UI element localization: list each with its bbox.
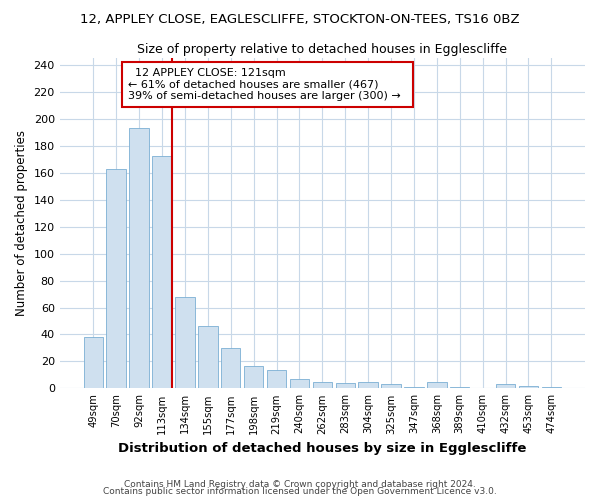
Text: 12, APPLEY CLOSE, EAGLESCLIFFE, STOCKTON-ON-TEES, TS16 0BZ: 12, APPLEY CLOSE, EAGLESCLIFFE, STOCKTON… [80, 12, 520, 26]
Text: Contains public sector information licensed under the Open Government Licence v3: Contains public sector information licen… [103, 487, 497, 496]
Bar [358, 382, 378, 388]
Bar [404, 387, 424, 388]
Bar [496, 384, 515, 388]
Bar [267, 370, 286, 388]
Bar [130, 128, 149, 388]
Bar [152, 156, 172, 388]
Bar [244, 366, 263, 388]
Bar [175, 296, 194, 388]
Bar [221, 348, 241, 389]
Bar [313, 382, 332, 388]
Bar [519, 386, 538, 388]
Bar [382, 384, 401, 388]
Bar [542, 387, 561, 388]
Bar [335, 383, 355, 388]
Bar [198, 326, 218, 388]
X-axis label: Distribution of detached houses by size in Egglescliffe: Distribution of detached houses by size … [118, 442, 527, 455]
Text: Contains HM Land Registry data © Crown copyright and database right 2024.: Contains HM Land Registry data © Crown c… [124, 480, 476, 489]
Text: 12 APPLEY CLOSE: 121sqm
← 61% of detached houses are smaller (467)
39% of semi-d: 12 APPLEY CLOSE: 121sqm ← 61% of detache… [128, 68, 408, 101]
Bar [290, 379, 309, 388]
Bar [83, 337, 103, 388]
Bar [106, 168, 126, 388]
Bar [427, 382, 446, 388]
Title: Size of property relative to detached houses in Egglescliffe: Size of property relative to detached ho… [137, 42, 508, 56]
Bar [450, 387, 469, 388]
Y-axis label: Number of detached properties: Number of detached properties [15, 130, 28, 316]
